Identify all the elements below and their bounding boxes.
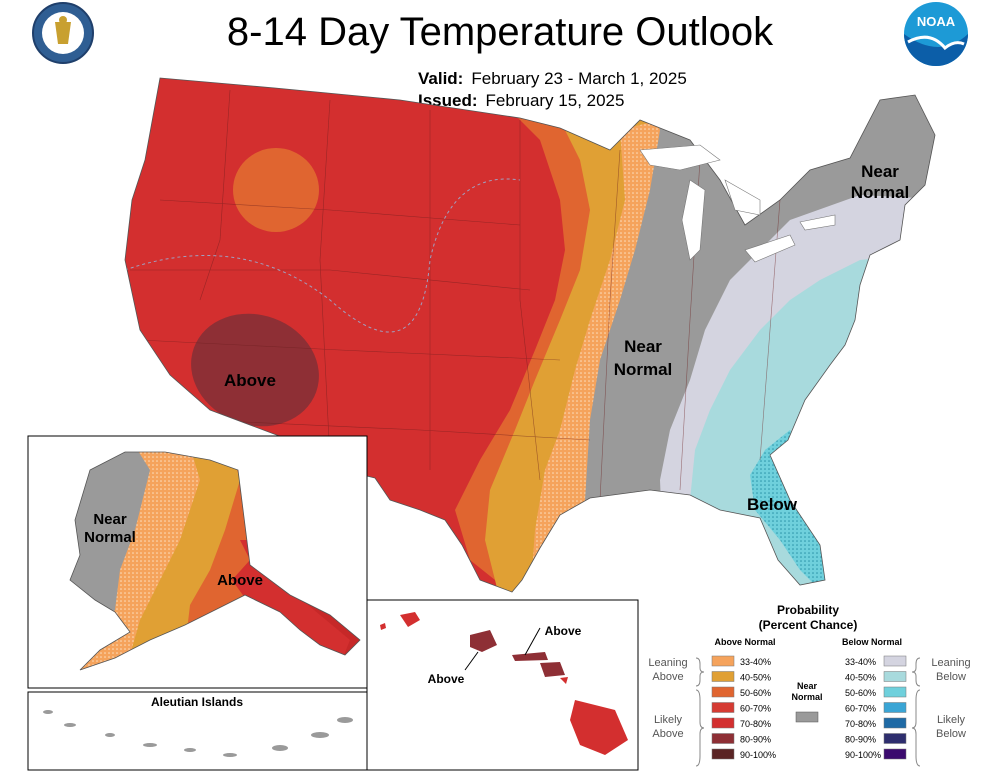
legend-below-swatch-2	[883, 686, 907, 698]
valid-label: Valid:	[418, 69, 464, 88]
legend-below-swatch-0	[883, 655, 907, 667]
legend-likely-below-1: Likely	[937, 714, 966, 726]
legend-near-2: Normal	[791, 692, 822, 702]
legend-likely-above-1: Likely	[654, 714, 683, 726]
legend-below-label-5: 80-90%	[845, 735, 876, 745]
label-hi-above-2: Above	[545, 624, 582, 638]
legend-above-label-4: 70-80%	[740, 719, 771, 729]
valid-dates: Valid: February 23 - March 1, 2025	[418, 69, 687, 89]
legend-likely-below-2: Below	[936, 728, 966, 740]
legend-title-2: (Percent Chance)	[759, 618, 858, 632]
legend-below-header: Below Normal	[842, 637, 902, 647]
legend-above-label-0: 33-40%	[740, 657, 771, 667]
valid-value: February 23 - March 1, 2025	[471, 69, 687, 88]
legend-below-swatch-4	[883, 717, 907, 729]
legend-below-label-0: 33-40%	[845, 657, 876, 667]
label-hi-above-1: Above	[428, 672, 465, 686]
legend-above-label-1: 40-50%	[740, 673, 771, 683]
legend-below-label-3: 60-70%	[845, 704, 876, 714]
legend-above-label-6: 90-100%	[740, 750, 776, 760]
legend-above-label-3: 60-70%	[740, 704, 771, 714]
legend-below-swatch-1	[883, 671, 907, 682]
aleutian-islands-shapes	[43, 710, 353, 757]
legend-above-label-5: 80-90%	[740, 735, 771, 745]
label-near-central-2: Normal	[614, 360, 673, 379]
legend-likely-above-2: Above	[652, 728, 683, 740]
legend-below-swatch-5	[883, 733, 907, 744]
legend-below-swatches: 33-40% 40-50% 50-60% 60-70% 70-80% 80-90% 90-1…	[845, 655, 907, 760]
label-ak-near-2: Normal	[84, 529, 136, 546]
legend-above-swatch-2	[711, 686, 735, 698]
legend-below-swatch-6	[883, 748, 907, 760]
legend-above-swatches: 33-40% 40-50% 50-60% 60-70% 70-80% 80-90% 90-1…	[711, 655, 776, 760]
label-above-west: Above	[224, 371, 276, 390]
legend-leaning-below-2: Below	[936, 671, 966, 683]
alaska-inset	[27, 435, 368, 771]
hawaii-inset	[366, 599, 639, 771]
legend-near-swatch	[795, 711, 819, 723]
label-near-northeast-2: Normal	[851, 183, 910, 202]
region-above-50-montana	[233, 148, 319, 232]
legend-below-label-2: 50-60%	[845, 688, 876, 698]
map-title: 8-14 Day Temperature Outlook	[226, 10, 774, 54]
legend-leaning-above-2: Above	[652, 671, 683, 683]
label-aleutian: Aleutian Islands	[151, 695, 243, 709]
legend-near-1: Near	[797, 681, 818, 691]
legend-above-swatch-3	[711, 702, 735, 713]
legend-leaning-below-1: Leaning	[931, 657, 970, 669]
great-lakes	[639, 144, 836, 263]
issued-value: February 15, 2025	[485, 91, 625, 110]
label-ak-above: Above	[217, 572, 263, 589]
noaa-logo-text: NOAA	[917, 14, 956, 29]
label-near-central-1: Near	[624, 337, 662, 356]
legend-above-swatch-4	[711, 717, 735, 729]
legend-above-label-2: 50-60%	[740, 688, 771, 698]
legend-above-swatch-5	[711, 733, 735, 744]
legend-below-label-1: 40-50%	[845, 673, 876, 683]
issued-date: Issued: February 15, 2025	[418, 91, 624, 111]
label-ak-near-1: Near	[93, 511, 127, 528]
region-above-80	[191, 313, 319, 427]
legend-above-swatch-6	[711, 748, 735, 760]
legend-above-swatch-0	[711, 655, 735, 667]
noaa-logo: NOAA	[904, 2, 968, 66]
doc-seal	[32, 2, 94, 64]
label-below-southeast: Below	[747, 495, 798, 514]
legend-below-swatch-3	[883, 702, 907, 713]
label-near-northeast-1: Near	[861, 162, 899, 181]
legend-leaning-above-1: Leaning	[648, 657, 687, 669]
legend: Probability (Percent Chance) Above Norma…	[648, 603, 971, 767]
legend-below-label-6: 90-100%	[845, 750, 881, 760]
legend-title-1: Probability	[777, 603, 839, 617]
region-below-50	[750, 430, 840, 590]
state-boundaries	[130, 89, 781, 501]
legend-above-swatch-1	[711, 671, 735, 682]
legend-above-header: Above Normal	[714, 637, 775, 647]
legend-below-label-4: 70-80%	[845, 719, 876, 729]
region-labels: Above Near Normal Near Normal Below Near…	[84, 162, 909, 709]
